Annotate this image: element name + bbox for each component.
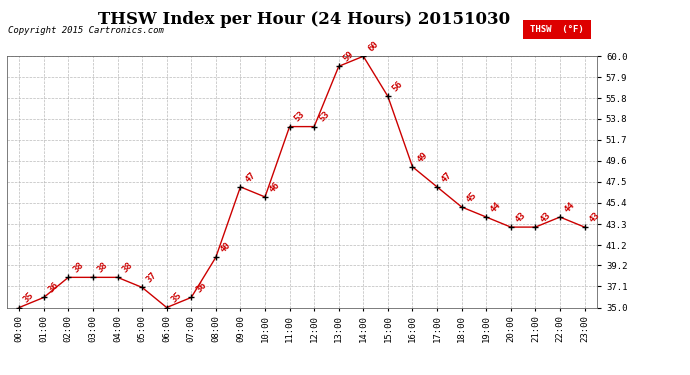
Text: 53: 53 — [293, 110, 306, 124]
Text: 38: 38 — [71, 261, 85, 274]
Text: 38: 38 — [120, 261, 135, 274]
Text: 53: 53 — [317, 110, 331, 124]
Text: 60: 60 — [366, 39, 380, 54]
Text: 43: 43 — [538, 210, 552, 224]
Text: THSW  (°F): THSW (°F) — [530, 25, 584, 34]
Text: 49: 49 — [415, 150, 429, 164]
Text: 43: 43 — [513, 210, 528, 224]
Text: 59: 59 — [342, 50, 355, 63]
Text: 44: 44 — [489, 200, 503, 214]
Text: 56: 56 — [391, 80, 404, 94]
Text: 37: 37 — [145, 271, 159, 285]
Text: 47: 47 — [440, 170, 454, 184]
Text: 35: 35 — [170, 291, 184, 305]
Text: 44: 44 — [563, 200, 577, 214]
Text: 45: 45 — [464, 190, 478, 204]
Text: THSW Index per Hour (24 Hours) 20151030: THSW Index per Hour (24 Hours) 20151030 — [97, 11, 510, 28]
Text: 47: 47 — [243, 170, 257, 184]
Text: 43: 43 — [587, 210, 601, 224]
Text: 36: 36 — [46, 281, 61, 295]
Text: 38: 38 — [96, 261, 110, 274]
Text: Copyright 2015 Cartronics.com: Copyright 2015 Cartronics.com — [8, 26, 164, 35]
Text: 40: 40 — [219, 240, 233, 255]
Text: 46: 46 — [268, 180, 282, 194]
Text: 35: 35 — [22, 291, 36, 305]
Text: 36: 36 — [194, 281, 208, 295]
